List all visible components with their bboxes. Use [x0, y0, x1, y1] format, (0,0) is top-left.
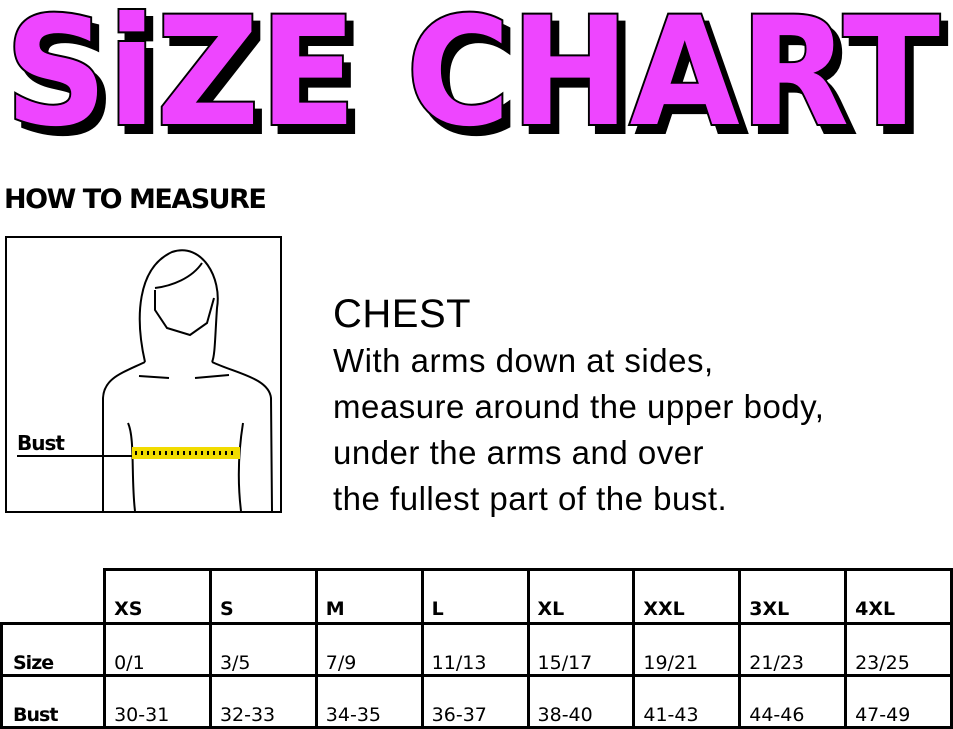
- instruction-line: With arms down at sides,: [333, 342, 714, 379]
- column-header: M: [314, 568, 424, 625]
- size-chart-title: SiZE CHART: [3, 0, 942, 150]
- table-cell: 7/9: [314, 622, 424, 677]
- measurement-figure: Bust: [5, 236, 282, 513]
- column-header: L: [420, 568, 530, 625]
- woman-silhouette-illustration: Bust: [17, 249, 273, 512]
- table-cell: 41-43: [632, 674, 742, 729]
- row-header: Bust: [0, 674, 107, 729]
- column-header: XXL: [632, 568, 742, 625]
- corner-cell: [1, 569, 107, 625]
- how-to-measure-heading: HOW TO MEASURE: [4, 184, 267, 215]
- table-cell: 30-31: [103, 674, 212, 729]
- column-header: 4XL: [844, 568, 953, 625]
- chest-instructions: CHEST With arms down at sides, measure a…: [333, 290, 953, 522]
- table-cell: 47-49: [844, 674, 953, 729]
- table-cell: 11/13: [420, 622, 530, 677]
- instruction-line: the fullest part of the bust.: [333, 480, 728, 517]
- table-cell: 19/21: [632, 622, 742, 677]
- chest-heading: CHEST: [333, 292, 472, 336]
- bust-label: Bust: [17, 431, 65, 455]
- table-cell: 34-35: [314, 674, 424, 729]
- size-table: XS S M L XL XXL 3XL 4XL Size 0/1 3/5 7/9…: [0, 568, 953, 729]
- table-cell: 21/23: [738, 622, 848, 677]
- table-cell: 32-33: [208, 674, 318, 729]
- column-header: 3XL: [738, 568, 848, 625]
- table-cell: 36-37: [420, 674, 530, 729]
- table-cell: 23/25: [844, 622, 953, 677]
- column-header: S: [208, 568, 318, 625]
- table-cell: 0/1: [103, 622, 212, 677]
- table-cell: 15/17: [526, 622, 636, 677]
- table-row: Bust 30-31 32-33 34-35 36-37 38-40 41-43…: [0, 674, 953, 729]
- column-header: XS: [103, 568, 212, 625]
- table-cell: 44-46: [738, 674, 848, 729]
- column-header: XL: [526, 568, 636, 625]
- instruction-line: measure around the upper body,: [333, 388, 825, 425]
- table-header-row: XS S M L XL XXL 3XL 4XL: [1, 568, 953, 625]
- table-row: Size 0/1 3/5 7/9 11/13 15/17 19/21 21/23…: [0, 622, 953, 677]
- title-text: SiZE CHART: [5, 0, 940, 150]
- row-header: Size: [0, 622, 107, 677]
- table-cell: 3/5: [208, 622, 318, 677]
- measuring-tape: [132, 447, 240, 459]
- table-cell: 38-40: [526, 674, 636, 729]
- instruction-line: under the arms and over: [333, 434, 705, 471]
